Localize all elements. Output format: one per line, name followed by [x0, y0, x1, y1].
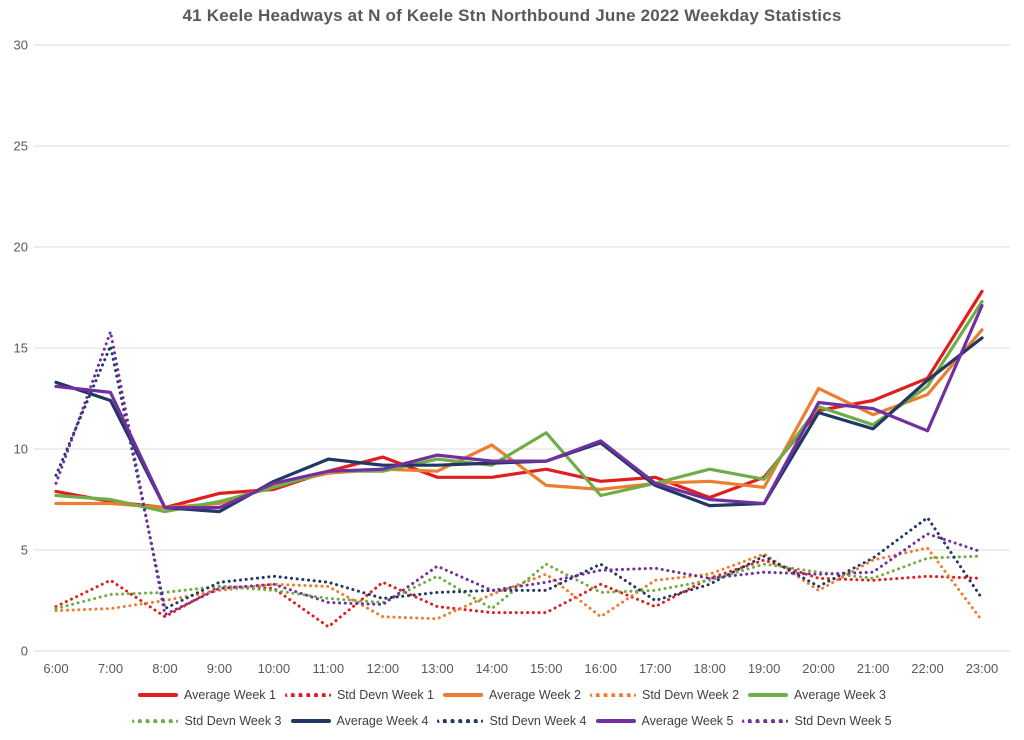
x-tick-label: 21:00	[857, 661, 890, 676]
x-tick-label: 8:00	[152, 661, 177, 676]
legend-label: Std Devn Week 4	[489, 714, 587, 728]
legend-label: Average Week 2	[489, 688, 581, 702]
x-tick-label: 18:00	[693, 661, 726, 676]
x-tick-label: 12:00	[367, 661, 400, 676]
legend-label: Average Week 5	[641, 714, 734, 728]
legend-item-average-week-2: Average Week 2	[443, 688, 581, 702]
chart-title: 41 Keele Headways at N of Keele Stn Nort…	[182, 6, 842, 25]
legend-label: Std Devn Week 3	[184, 714, 282, 728]
solid-line-swatch-icon	[443, 693, 484, 697]
legend-label: Average Week 3	[794, 688, 886, 702]
x-tick-label: 15:00	[530, 661, 563, 676]
solid-line-swatch-icon	[595, 719, 636, 723]
x-tick-label: 20:00	[802, 661, 835, 676]
y-tick-label: 30	[14, 38, 28, 53]
dotted-line-swatch-icon	[589, 693, 636, 697]
legend-label: Std Devn Week 5	[794, 714, 892, 728]
legend-item-std-devn-week-3: Std Devn Week 3	[132, 714, 282, 728]
line-chart-plot: 0 5 10 15 20 25 30 6:00 7:00 8:00 9:00 10:00 11:00 12…	[14, 38, 1010, 676]
x-tick-label: 19:00	[748, 661, 781, 676]
series-line-average-week-5	[54, 304, 984, 510]
x-tick-label: 13:00	[421, 661, 454, 676]
legend-item-std-devn-week-1: Std Devn Week 1	[284, 688, 435, 702]
series-line-std-devn-week-1	[54, 558, 984, 629]
legend-item-average-week-4: Average Week 4	[290, 714, 429, 728]
y-tick-label: 5	[21, 543, 28, 558]
x-tick-label: 7:00	[98, 661, 123, 676]
x-tick-label: 17:00	[639, 661, 672, 676]
legend-label: Average Week 4	[336, 714, 429, 728]
y-tick-label: 0	[21, 644, 28, 659]
x-tick-label: 16:00	[584, 661, 617, 676]
dotted-line-swatch-icon	[437, 719, 484, 723]
x-tick-label: 23:00	[966, 661, 999, 676]
x-tick-label: 14:00	[475, 661, 508, 676]
legend-item-std-devn-week-2: Std Devn Week 2	[589, 688, 740, 702]
solid-line-swatch-icon	[290, 719, 331, 723]
y-tick-label: 25	[14, 139, 28, 154]
y-tick-label: 10	[14, 442, 28, 457]
series-line-average-week-3	[54, 299, 984, 514]
x-tick-label: 9:00	[207, 661, 232, 676]
chart-legend-row-2: Std Devn Week 3 Average Week 4 Std Devn We…	[0, 714, 1024, 728]
legend-item-std-devn-week-4: Std Devn Week 4	[437, 714, 587, 728]
series-line-average-week-4	[54, 336, 984, 514]
y-tick-label: 20	[14, 240, 28, 255]
solid-line-swatch-icon	[748, 693, 789, 697]
x-tick-label: 11:00	[313, 661, 345, 676]
legend-item-average-week-5: Average Week 5	[595, 714, 734, 728]
dotted-line-swatch-icon	[284, 693, 331, 697]
legend-label: Std Devn Week 1	[336, 688, 435, 702]
legend-item-average-week-1: Average Week 1	[138, 688, 276, 702]
series-line-std-devn-week-4	[54, 344, 984, 611]
solid-line-swatch-icon	[138, 693, 178, 697]
series-line-std-devn-week-5	[54, 330, 984, 617]
x-tick-label: 22:00	[911, 661, 944, 676]
legend-item-std-devn-week-5: Std Devn Week 5	[742, 714, 892, 728]
y-tick-label: 15	[14, 341, 28, 356]
legend-label: Average Week 1	[184, 688, 276, 702]
x-tick-label: 10:00	[258, 661, 291, 676]
series-line-std-devn-week-2	[54, 546, 984, 623]
legend-item-average-week-3: Average Week 3	[748, 688, 886, 702]
chart-legend-row-1: Average Week 1 Std Devn Week 1 Average Wee…	[0, 688, 1024, 702]
dotted-line-swatch-icon	[132, 719, 179, 723]
x-tick-label: 6:00	[43, 661, 68, 676]
dotted-line-swatch-icon	[742, 719, 789, 723]
legend-label: Std Devn Week 2	[641, 688, 740, 702]
